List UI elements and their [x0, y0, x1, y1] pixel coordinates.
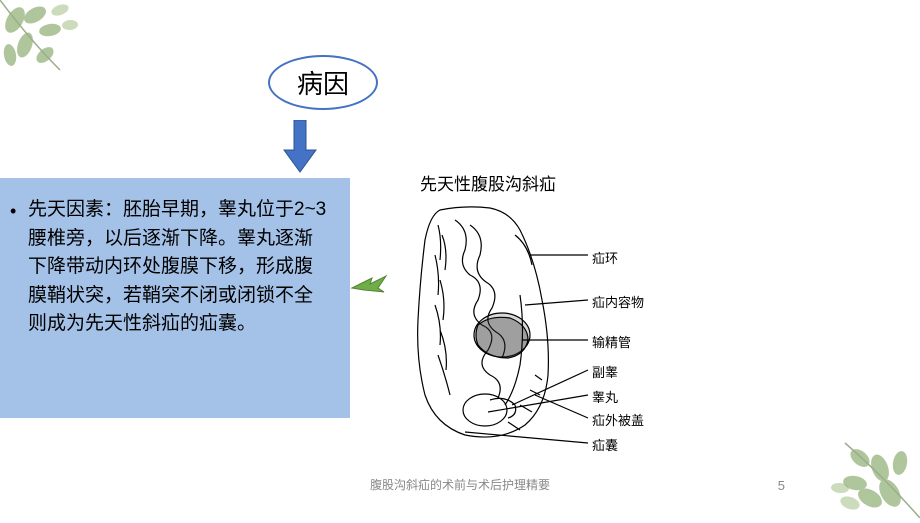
content-text-box: • 先天因素：胚胎早期，睾丸位于2~3腰椎旁，以后逐渐下降。睾丸逐渐下降带动内环… — [0, 178, 350, 418]
diagram-label-ring: 疝环 — [592, 248, 618, 267]
diagram-label-content: 疝内容物 — [592, 292, 644, 311]
content-main-text: 先天因素：胚胎早期，睾丸位于2~3腰椎旁，以后逐渐下降。睾丸逐渐下降带动内环处腹… — [28, 199, 326, 334]
diagram-label-vas: 输精管 — [592, 332, 631, 351]
anatomical-diagram: 先天性腹股沟斜疝 — [370, 170, 660, 460]
leaf-decoration-top-left — [0, 0, 100, 100]
leaf-decoration-bottom-right — [800, 398, 920, 518]
arrow-down-icon — [280, 120, 320, 180]
diagram-label-sac: 疝囊 — [592, 435, 618, 454]
diagram-label-epididymis: 副睾 — [592, 362, 618, 381]
footer-caption: 腹股沟斜疝的术前与术后护理精要 — [370, 476, 550, 493]
etiology-heading-text: 病因 — [297, 64, 349, 101]
page-number: 5 — [778, 478, 785, 493]
diagram-title: 先天性腹股沟斜疝 — [420, 170, 556, 195]
bullet-icon: • — [10, 198, 16, 225]
diagram-label-testis: 睾丸 — [592, 387, 618, 406]
diagram-label-covering: 疝外被盖 — [592, 410, 644, 429]
etiology-heading-ellipse: 病因 — [268, 55, 378, 110]
